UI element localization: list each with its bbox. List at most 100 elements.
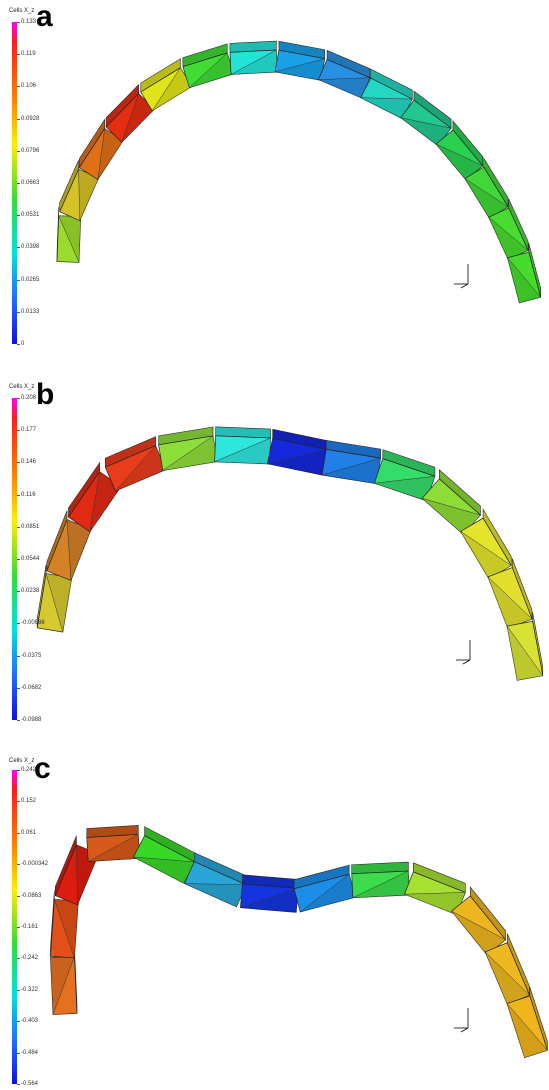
mesh-edge — [45, 573, 64, 633]
colorbar-tick-label: 0.116 — [17, 491, 36, 498]
colorbar-tick-label: -0.0375 — [16, 652, 42, 659]
mesh-edge — [488, 216, 529, 251]
tube-segment — [317, 49, 371, 99]
mesh-edge — [76, 844, 78, 905]
segment-shade — [404, 892, 466, 915]
tube-segment — [59, 160, 100, 222]
tube-segment — [36, 564, 73, 633]
mesh-edge — [321, 457, 381, 476]
colorbar-tick-label: -0.564 — [16, 1081, 39, 1087]
segment-shade — [322, 458, 381, 484]
colorbar-tick-label: 0.061 — [16, 829, 37, 836]
segment-shade — [214, 438, 271, 465]
colorbar-tick-label: 0.0928 — [16, 115, 40, 122]
colorbar-tick-label: 0.208 — [16, 395, 37, 401]
axis-y-line — [460, 1027, 469, 1033]
segment-shade — [374, 476, 435, 501]
tube-segment — [214, 426, 271, 465]
mesh-edge — [318, 77, 370, 80]
tube-segment — [50, 890, 79, 959]
mesh-edge — [162, 435, 214, 471]
colorbar-tick-label: 0.0544 — [16, 556, 40, 562]
colorbar-tick-label: 0.0663 — [16, 180, 40, 186]
segment-shade — [97, 128, 124, 180]
segment-shade — [240, 888, 299, 913]
panel-label: a — [36, 0, 53, 33]
tube-segment — [240, 874, 299, 913]
colorbar-tick-label: 0.106 — [16, 83, 37, 90]
tube-segment — [266, 428, 328, 476]
mesh-edge — [121, 93, 139, 143]
tube-segment — [140, 58, 193, 112]
tube-segment — [133, 826, 196, 884]
mesh-edge — [422, 498, 481, 516]
tube-segment — [360, 68, 413, 120]
tube-segment — [67, 461, 122, 533]
tube-render-c — [50, 825, 548, 1059]
tube-segment — [78, 118, 124, 181]
segment-shade — [50, 956, 75, 1015]
colorbar-tick-label: -0.0863 — [16, 892, 42, 899]
colorbar-tick-label: 0.0238 — [16, 588, 40, 595]
segment-shade — [300, 874, 356, 912]
tube-segment — [435, 120, 484, 181]
mesh-edge — [89, 471, 100, 532]
tube — [36, 426, 544, 681]
colorbar-tick-label: -0.484 — [16, 1049, 39, 1056]
segment-shade — [485, 951, 530, 1005]
mesh-edge — [274, 58, 325, 73]
axis-triad — [454, 1008, 469, 1033]
tube-segment — [451, 886, 507, 956]
colorbar-tick-label: 0.146 — [16, 459, 37, 466]
tube-segment — [507, 243, 542, 304]
mesh-edge — [115, 445, 156, 492]
mesh-edge — [52, 956, 75, 1015]
tube-segment — [158, 426, 218, 471]
segment-shade — [488, 217, 529, 260]
tube-segment — [321, 439, 382, 485]
mesh-edge — [485, 951, 530, 996]
tube-segment — [104, 436, 167, 492]
mesh-edge — [506, 625, 543, 676]
mesh-edge — [184, 883, 247, 886]
tube-segment — [182, 43, 235, 89]
tube — [50, 825, 548, 1059]
segment-shade — [507, 1003, 548, 1058]
segment-shade — [360, 97, 413, 119]
tube-render-b — [36, 426, 544, 681]
tube-segment — [484, 933, 530, 1005]
segment-shade — [189, 52, 234, 88]
segment-shade — [507, 626, 543, 681]
colorbar — [12, 398, 17, 720]
colorbar-tick-label: 0.0531 — [16, 212, 40, 219]
panel-label: c — [34, 752, 51, 785]
colorbar-tick-label: 0.242 — [16, 767, 37, 773]
colorbar-tick-label: -0.0988 — [16, 717, 42, 723]
colorbar-tick-label: 0.152 — [16, 798, 37, 805]
mesh-edge — [97, 128, 105, 180]
mesh-edge — [435, 143, 483, 167]
mesh-edge — [214, 437, 271, 462]
segment-shade — [67, 519, 92, 581]
segment-shade — [78, 169, 99, 221]
mesh-edge — [360, 97, 413, 100]
tube-segment — [506, 612, 544, 681]
panel-label: b — [36, 378, 55, 411]
segment-shade — [115, 445, 166, 492]
tube-segment — [404, 862, 466, 916]
colorbar-tick-label: -0.161 — [16, 924, 39, 930]
panel-b: b Cells X_z 0.208 0.177 0.146 0.116 0.0851 0.… — [0, 362, 549, 723]
colorbar — [12, 22, 17, 344]
mesh-edge — [404, 892, 466, 895]
colorbar-tick-label: 0.0265 — [16, 276, 40, 283]
tube-segment — [506, 987, 548, 1059]
tube-segment — [351, 861, 410, 899]
segment-shade — [464, 178, 509, 219]
mesh-edge — [66, 519, 72, 581]
segment-shade — [133, 856, 195, 884]
mesh-edge — [58, 215, 80, 263]
mesh-edge — [78, 169, 81, 221]
tube-segment — [46, 510, 92, 581]
segment-shade — [460, 531, 512, 579]
mesh-edge — [133, 856, 195, 863]
